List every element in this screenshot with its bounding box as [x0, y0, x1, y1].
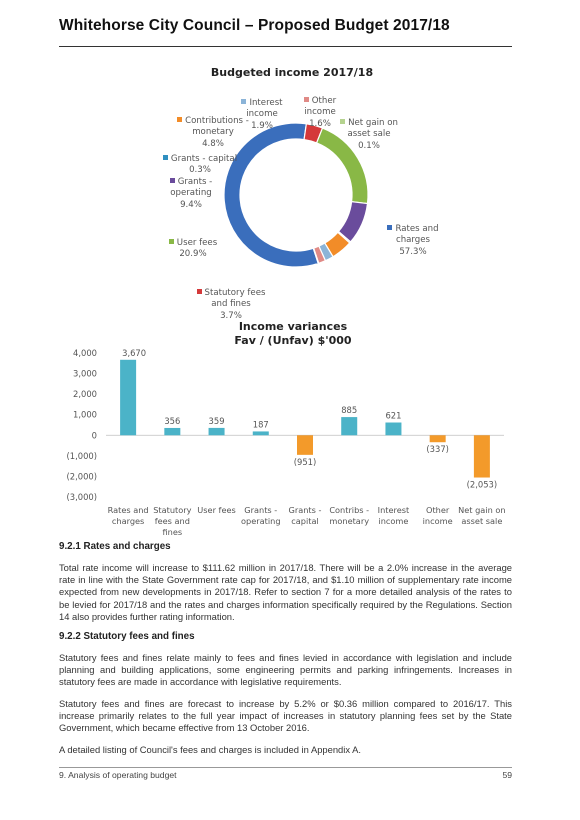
legend-swatch-grants-operating	[169, 177, 175, 183]
legend-swatch-statutory	[196, 288, 202, 294]
legend-swatch-net-gain	[340, 118, 346, 124]
bar	[297, 435, 313, 455]
x-category-label: capital	[291, 516, 319, 526]
donut-label-interest: Interest income 1.9%	[234, 86, 290, 132]
bar	[341, 417, 358, 436]
x-category-label: Other	[426, 505, 450, 515]
donut-label-grants-operating: Grants - operating 9.4%	[169, 176, 213, 210]
legend-swatch-user-fees	[168, 238, 174, 244]
x-category-label: User fees	[197, 505, 236, 515]
x-category-label: fines	[163, 527, 183, 537]
bar-value-label: 359	[209, 416, 225, 426]
footer-divider	[59, 767, 512, 768]
x-category-label: operating	[241, 516, 281, 526]
donut-slice-8	[312, 247, 320, 265]
donut-label-net-gain: Net gain on asset sale 0.1%	[334, 106, 404, 152]
donut-label-rates: Rates and charges 57.3%	[382, 212, 444, 258]
income-variance-bar-chart: 4,000 3,000 2,000 1,000 0 (1,000) (2,000) (3,00…	[66, 348, 505, 537]
income-donut-chart	[223, 122, 369, 268]
x-category-label: income	[378, 516, 408, 526]
section-heading-rates: 9.2.1 Rates and charges	[59, 541, 171, 552]
page-number: 59	[502, 770, 512, 780]
footer-section-name: 9. Analysis of operating budget	[59, 770, 177, 780]
bar-value-label: (951)	[294, 457, 317, 467]
donut-chart-title: Budgeted income 2017/18	[210, 66, 374, 79]
donut-label-contributions: Contributions - monetary 4.8%	[170, 104, 256, 150]
y-tick-label: 0	[92, 430, 97, 440]
x-category-label: asset sale	[461, 516, 502, 526]
bar	[120, 359, 137, 436]
bar-value-label: 621	[385, 411, 401, 421]
x-category-label: Interest	[378, 505, 410, 515]
x-category-label: monetary	[329, 516, 369, 526]
y-tick-label: 2,000	[73, 389, 97, 399]
bar	[252, 431, 269, 436]
bar	[473, 435, 490, 478]
donut-label-other: Other income 1.6%	[303, 95, 337, 129]
legend-swatch-other	[303, 96, 309, 102]
page-header-title: Whitehorse City Council – Proposed Budge…	[59, 17, 450, 34]
bar-value-label: (337)	[426, 444, 449, 454]
bar-chart-title-line2: Fav / (Unfav) $'000	[234, 334, 352, 347]
x-category-label: Net gain on	[458, 505, 505, 515]
y-tick-label: (3,000)	[66, 492, 97, 502]
y-tick-label: 1,000	[73, 410, 97, 420]
legend-swatch-rates	[387, 224, 393, 230]
x-category-label: fees and	[155, 516, 190, 526]
x-category-label: Grants -	[244, 505, 277, 515]
bar-chart-title: Income variances Fav / (Unfav) $'000	[143, 320, 443, 348]
paragraph-rates: Total rate income will increase to $111.…	[59, 562, 512, 622]
bar	[385, 422, 402, 436]
bar	[429, 435, 446, 443]
x-category-label: Rates and	[108, 505, 149, 515]
bar	[164, 427, 181, 436]
y-tick-label: 3,000	[73, 369, 97, 379]
legend-swatch-interest	[241, 98, 247, 104]
legend-swatch-grants-capital	[162, 154, 168, 160]
x-category-label: Contribs -	[329, 505, 369, 515]
y-tick-label: (2,000)	[66, 471, 97, 481]
x-category-label: income	[423, 516, 453, 526]
paragraph-statutory-3: A detailed listing of Council's fees and…	[59, 744, 361, 755]
section-heading-statutory: 9.2.2 Statutory fees and fines	[59, 631, 195, 642]
header-divider	[59, 46, 512, 47]
x-category-label: Grants -	[289, 505, 322, 515]
bar-value-label: 885	[341, 405, 357, 415]
y-tick-label: (1,000)	[66, 451, 97, 461]
bar-value-label: (2,053)	[467, 480, 498, 490]
x-category-label: charges	[112, 516, 144, 526]
paragraph-statutory-2: Statutory fees and fines are forecast to…	[59, 698, 512, 734]
legend-swatch-contributions	[177, 116, 183, 122]
y-tick-label: 4,000	[73, 348, 97, 358]
donut-label-grants-capital: Grants - capital 0.3%	[160, 142, 240, 177]
paragraph-statutory-1: Statutory fees and fines relate mainly t…	[59, 652, 512, 688]
bar	[208, 427, 225, 436]
x-category-label: Statutory	[153, 505, 191, 515]
bar-value-label: 356	[164, 416, 180, 426]
bar-chart-title-line1: Income variances	[238, 320, 348, 333]
donut-label-user-fees: User fees 20.9%	[160, 226, 226, 261]
bar-value-label: 187	[253, 419, 269, 429]
donut-label-statutory: Statutory fees and fines 3.7%	[190, 276, 272, 322]
bar-value-label: 3,670	[122, 348, 146, 358]
